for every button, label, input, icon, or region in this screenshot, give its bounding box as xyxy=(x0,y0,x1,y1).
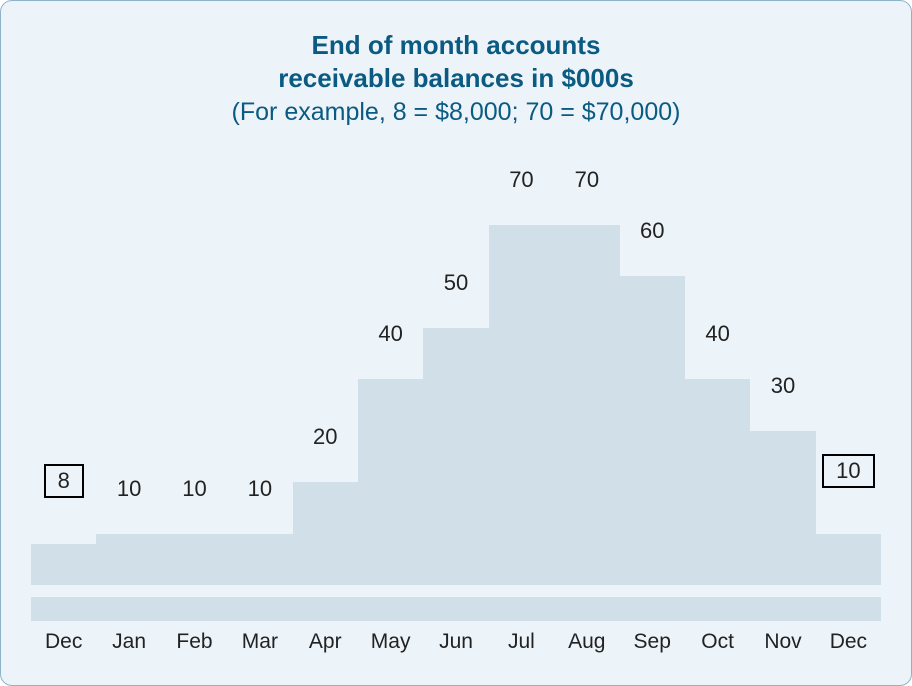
bar-value-label: 10 xyxy=(162,478,227,506)
category-label: Sep xyxy=(620,627,685,657)
category-label: Mar xyxy=(227,627,292,657)
bar xyxy=(816,534,881,585)
bar-col: 50 xyxy=(423,185,488,585)
bar-value-label: 10 xyxy=(816,454,881,494)
bar xyxy=(554,225,619,585)
bar xyxy=(227,534,292,585)
category-label: Dec xyxy=(816,627,881,657)
bar-col: 70 xyxy=(489,185,554,585)
category-label: Apr xyxy=(293,627,358,657)
bar-value-label: 20 xyxy=(293,426,358,454)
bar-col: 30 xyxy=(750,185,815,585)
category-label: Dec xyxy=(31,627,96,657)
bar xyxy=(489,225,554,585)
title-line-2: receivable balances in $000s xyxy=(1,62,911,95)
bar-col: 70 xyxy=(554,185,619,585)
bar-value-label: 10 xyxy=(227,478,292,506)
title-line-1: End of month accounts xyxy=(1,29,911,62)
bar xyxy=(96,534,161,585)
chart-area: 8101010204050707060403010 DecJanFebMarAp… xyxy=(31,177,881,657)
category-label: May xyxy=(358,627,423,657)
bar-value-label: 8 xyxy=(31,464,96,504)
category-label: Feb xyxy=(162,627,227,657)
bar-value-label: 10 xyxy=(96,478,161,506)
bar-col: 8 xyxy=(31,185,96,585)
bar-col: 40 xyxy=(685,185,750,585)
axis-strip xyxy=(31,597,881,621)
category-label: Jul xyxy=(489,627,554,657)
category-labels-row: DecJanFebMarAprMayJunJulAugSepOctNovDec xyxy=(31,627,881,657)
bar xyxy=(750,431,815,585)
bar-value-label: 40 xyxy=(685,323,750,351)
bar-value-label: 50 xyxy=(423,272,488,300)
category-label: Nov xyxy=(750,627,815,657)
bar xyxy=(620,276,685,585)
bar-col: 40 xyxy=(358,185,423,585)
category-label: Aug xyxy=(554,627,619,657)
bar-value-label: 40 xyxy=(358,323,423,351)
bar-col: 10 xyxy=(96,185,161,585)
bar xyxy=(31,544,96,585)
chart-card: End of month accounts receivable balance… xyxy=(0,0,912,686)
bar-value-label: 70 xyxy=(489,169,554,197)
bar xyxy=(358,379,423,585)
bar-col: 10 xyxy=(227,185,292,585)
category-label: Jan xyxy=(96,627,161,657)
bar xyxy=(423,328,488,585)
bar-value-label: 70 xyxy=(554,169,619,197)
bar-col: 20 xyxy=(293,185,358,585)
bar xyxy=(293,482,358,585)
bar-value-label: 30 xyxy=(750,375,815,403)
bar-col: 10 xyxy=(162,185,227,585)
category-label: Oct xyxy=(685,627,750,657)
category-label: Jun xyxy=(423,627,488,657)
subtitle: (For example, 8 = $8,000; 70 = $70,000) xyxy=(1,96,911,130)
bar-value-label: 60 xyxy=(620,220,685,248)
bar-col: 60 xyxy=(620,185,685,585)
bars-area: 8101010204050707060403010 xyxy=(31,185,881,585)
bar xyxy=(162,534,227,585)
title-block: End of month accounts receivable balance… xyxy=(1,1,911,130)
bar-col: 10 xyxy=(816,185,881,585)
bar xyxy=(685,379,750,585)
